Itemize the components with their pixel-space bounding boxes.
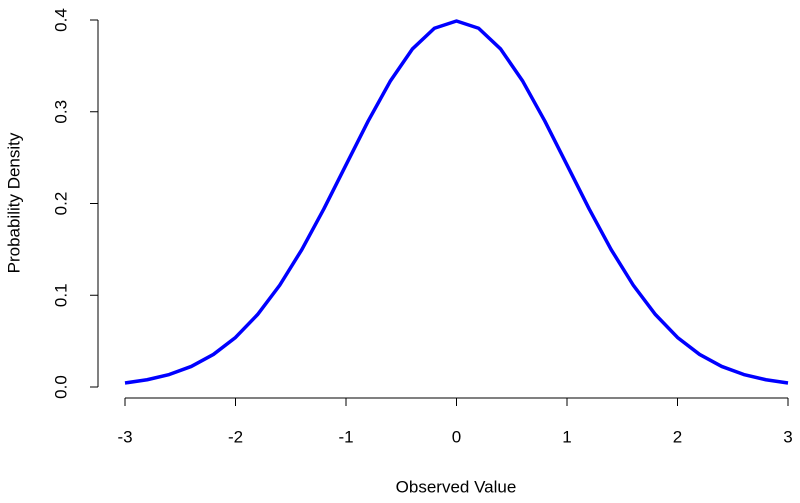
y-tick-label: 0.4 bbox=[51, 8, 70, 32]
x-tick-label: -2 bbox=[228, 427, 243, 446]
y-tick-label: 0.0 bbox=[51, 375, 70, 399]
x-tick-label: 1 bbox=[562, 427, 571, 446]
x-tick-label: -1 bbox=[338, 427, 353, 446]
x-axis-label: Observed Value bbox=[396, 477, 517, 496]
y-tick-label: 0.3 bbox=[51, 100, 70, 124]
y-tick-label: 0.1 bbox=[51, 283, 70, 307]
x-tick-label: -3 bbox=[117, 427, 132, 446]
y-axis-label: Probability Density bbox=[4, 132, 23, 273]
density-line bbox=[124, 19, 789, 385]
y-tick-label: 0.2 bbox=[51, 192, 70, 216]
x-tick-label: 2 bbox=[673, 427, 682, 446]
x-tick-label: 0 bbox=[452, 427, 461, 446]
x-tick-label: 3 bbox=[783, 427, 792, 446]
